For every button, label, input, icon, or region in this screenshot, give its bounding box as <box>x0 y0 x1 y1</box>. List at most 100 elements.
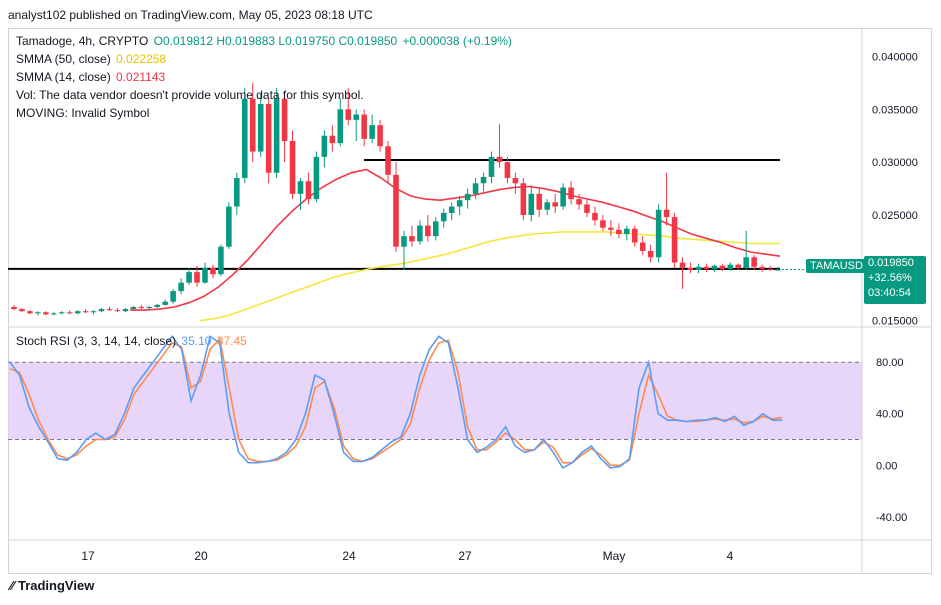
candle-body <box>576 199 582 205</box>
candle-body <box>58 312 65 314</box>
candle-body <box>488 156 495 177</box>
candle-body <box>313 156 320 200</box>
candle-body <box>703 266 710 269</box>
candle-body <box>154 304 161 307</box>
candle-body <box>401 236 407 247</box>
candle-body <box>616 229 622 235</box>
candle-body <box>178 282 184 292</box>
candle-body <box>584 204 590 213</box>
candle-body <box>464 193 471 201</box>
change-value: +0.000038 (+0.19%) <box>402 34 512 48</box>
tradingview-logo[interactable]: ⁄⁄ TradingView <box>10 578 94 593</box>
candle-body <box>138 306 145 309</box>
candle-body <box>114 310 121 312</box>
candle-body <box>249 98 256 152</box>
stoch-rsi-k-line <box>9 335 782 469</box>
legend-line-sma14: SMMA (14, close) 0.021143 <box>16 68 514 86</box>
rsi-k-value: 35.10 <box>181 334 212 348</box>
candle-body <box>536 193 543 210</box>
candle-body <box>624 228 630 235</box>
price-axis-tick: 0.035000 <box>872 104 918 116</box>
price-axis-tick: 0.040000 <box>872 51 918 63</box>
candle-body <box>512 178 519 184</box>
candle-body <box>43 312 49 315</box>
candle-body <box>417 225 423 242</box>
candle-body <box>98 309 105 312</box>
time-axis-tick: 27 <box>458 549 472 563</box>
candle-body <box>409 236 415 242</box>
candle-body <box>122 309 129 312</box>
candle-body <box>695 266 702 270</box>
candle-body <box>448 206 455 213</box>
rsi-d-value: 37.45 <box>216 334 247 348</box>
candle-body <box>568 187 574 200</box>
candle-body <box>162 301 168 305</box>
candle-body <box>329 135 336 144</box>
candle-body <box>11 306 17 310</box>
candle-body <box>265 104 272 173</box>
candle-body <box>520 183 527 215</box>
candle-body <box>440 212 447 222</box>
candle-body <box>671 217 678 263</box>
candle-body <box>496 156 503 163</box>
sma50-value: 0.022258 <box>116 52 167 66</box>
sma14-value: 0.021143 <box>116 70 166 84</box>
sma14-line <box>130 168 781 311</box>
symbol-tag: TAMAUSD <box>806 259 867 273</box>
candle-body <box>735 264 742 268</box>
bar-countdown: 03:40:54 <box>868 287 911 299</box>
candle-body <box>170 291 176 302</box>
candle-body <box>687 267 694 270</box>
candle-body <box>727 264 734 269</box>
rsi-legend: Stoch RSI (3, 3, 14, 14, close) 35.10 37… <box>16 332 249 350</box>
rsi-axis-tick: -40.00 <box>876 512 907 524</box>
candle-body <box>456 200 463 207</box>
candle-body <box>289 141 296 194</box>
candle-body <box>647 250 654 258</box>
rsi-axis-tick: 0.00 <box>876 460 897 472</box>
candle-body <box>369 125 375 139</box>
candle-body <box>146 306 153 309</box>
time-axis-tick: 17 <box>81 549 95 563</box>
candle-body <box>608 227 614 230</box>
candle-body <box>377 125 383 147</box>
last-price-tag: 0.019850 +32.56% 03:40:54 <box>864 256 926 304</box>
brand-label: TradingView <box>17 578 95 593</box>
candle-body <box>74 311 81 314</box>
candle-body <box>19 309 25 312</box>
candle-body <box>186 272 192 283</box>
price-change: +32.56% <box>868 272 912 284</box>
candle-body <box>679 262 686 268</box>
candle-body <box>504 162 511 178</box>
candle-body <box>544 202 551 210</box>
candle-body <box>425 225 431 237</box>
candle-body <box>631 228 638 243</box>
moving-note: MOVING: Invalid Symbol <box>16 106 150 120</box>
candle-body <box>210 267 216 275</box>
candle-body <box>592 212 598 221</box>
candle-body <box>241 98 248 178</box>
chart-frame <box>8 28 932 574</box>
candle-body <box>711 265 718 269</box>
candle-body <box>361 114 367 139</box>
time-axis-tick: 24 <box>342 549 356 563</box>
candle-body <box>106 309 113 311</box>
legend-line-ohlc: Tamadoge, 4h, CRYPTO O0.019812 H0.019883… <box>16 32 514 50</box>
candle-body <box>35 312 41 314</box>
time-axis-tick: May <box>603 549 626 563</box>
candle-body <box>528 193 535 215</box>
last-price: 0.019850 <box>868 257 914 269</box>
candle-body <box>27 311 33 314</box>
candle-body <box>234 178 240 207</box>
candle-body <box>337 109 344 144</box>
ohlc-values: O0.019812 H0.019883 L0.019750 C0.019850 <box>153 34 398 48</box>
candle-body <box>560 187 566 207</box>
time-axis-tick: 20 <box>194 549 208 563</box>
candle-body <box>663 209 670 218</box>
price-axis-tick: 0.015000 <box>872 316 918 328</box>
candle-body <box>472 183 479 194</box>
candle-body <box>345 109 352 120</box>
candle-body <box>297 181 304 194</box>
candle-body <box>305 181 312 200</box>
